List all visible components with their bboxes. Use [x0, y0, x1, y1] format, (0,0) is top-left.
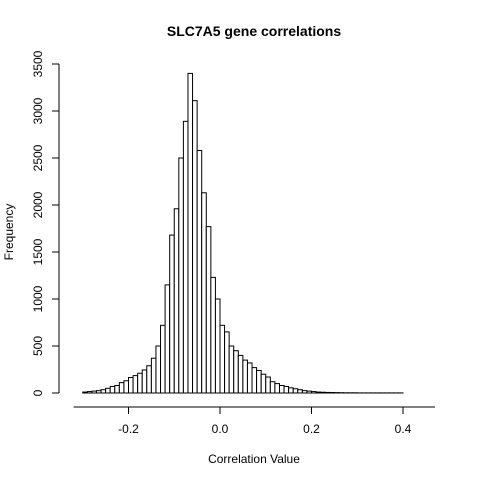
y-tick-label: 3000	[31, 97, 45, 124]
histogram-bar	[301, 390, 308, 394]
histogram-bars	[82, 72, 404, 394]
y-tick-label: 3500	[31, 50, 45, 77]
x-tick-label: -0.2	[118, 422, 139, 436]
y-tick-label: 0	[31, 389, 45, 396]
chart-title: SLC7A5 gene correlations	[167, 23, 341, 39]
histogram-bar	[306, 390, 312, 394]
histogram-bar	[210, 276, 216, 394]
histogram-bar	[219, 324, 226, 394]
histogram-bar	[141, 369, 148, 394]
histogram-bar	[269, 381, 276, 394]
histogram-bar	[155, 345, 162, 394]
histogram-bar	[109, 385, 116, 394]
x-tick-label: 0.4	[395, 422, 412, 436]
histogram-bar	[91, 390, 97, 394]
histogram-bar	[288, 387, 294, 394]
histogram-bar	[118, 382, 125, 394]
histogram-bar	[82, 391, 88, 394]
histogram-bar	[260, 373, 267, 394]
histogram-bar	[246, 362, 253, 394]
y-tick-label: 1500	[31, 238, 45, 265]
x-tick-label: 0.2	[303, 422, 320, 436]
y-tick-label: 2500	[31, 144, 45, 171]
histogram-bar	[169, 234, 175, 394]
histogram-bar	[265, 376, 271, 394]
histogram-bar	[283, 385, 290, 394]
histogram-bar	[292, 388, 299, 394]
histogram-bar	[137, 372, 143, 394]
histogram-bar	[132, 375, 139, 394]
histogram-bar	[164, 284, 171, 394]
histogram-bar	[214, 298, 221, 394]
histogram-bar	[278, 384, 285, 394]
histogram-bar	[105, 387, 111, 394]
histogram-bar	[228, 345, 235, 394]
histogram-bar	[182, 120, 189, 394]
histogram-bar	[224, 331, 230, 394]
histogram-bar	[146, 365, 152, 394]
histogram-bar	[95, 390, 102, 394]
histogram-bar	[100, 389, 107, 394]
histogram-bar	[192, 100, 198, 394]
histogram-bar	[201, 192, 207, 394]
y-axis-label: Frequency	[2, 204, 16, 261]
histogram-bar	[274, 383, 280, 394]
histogram-bar	[205, 226, 212, 394]
histogram-bar	[187, 72, 194, 394]
histogram-bar	[324, 391, 331, 394]
histogram-bar	[311, 391, 317, 394]
histogram-bar	[160, 324, 166, 394]
histogram-bar	[196, 149, 203, 394]
histogram-bar	[256, 369, 262, 394]
histogram-bar	[114, 384, 120, 394]
x-axis-label: Correlation Value	[208, 452, 300, 466]
y-axis: 0 500 1000 1500 2000 2500 3000 3500	[31, 50, 60, 396]
y-tick-label: 500	[31, 336, 45, 356]
x-tick-label: 0.0	[212, 422, 229, 436]
histogram-bar	[233, 350, 239, 394]
histogram-bar	[86, 391, 93, 394]
y-tick-label: 2000	[31, 191, 45, 218]
histogram-bar	[242, 359, 248, 394]
histogram-bar	[251, 367, 258, 394]
histogram-bar	[173, 208, 180, 394]
histogram-bar	[150, 357, 157, 394]
histogram-bar	[178, 157, 184, 394]
y-tick-label: 1000	[31, 285, 45, 312]
histogram-bar	[315, 391, 322, 394]
x-axis: -0.2 0.0 0.2 0.4	[73, 406, 436, 436]
histogram-bar	[297, 389, 303, 394]
histogram-bar	[123, 380, 129, 394]
histogram-bar	[237, 354, 244, 394]
histogram-bar	[320, 391, 326, 394]
histogram-bar	[128, 376, 134, 394]
